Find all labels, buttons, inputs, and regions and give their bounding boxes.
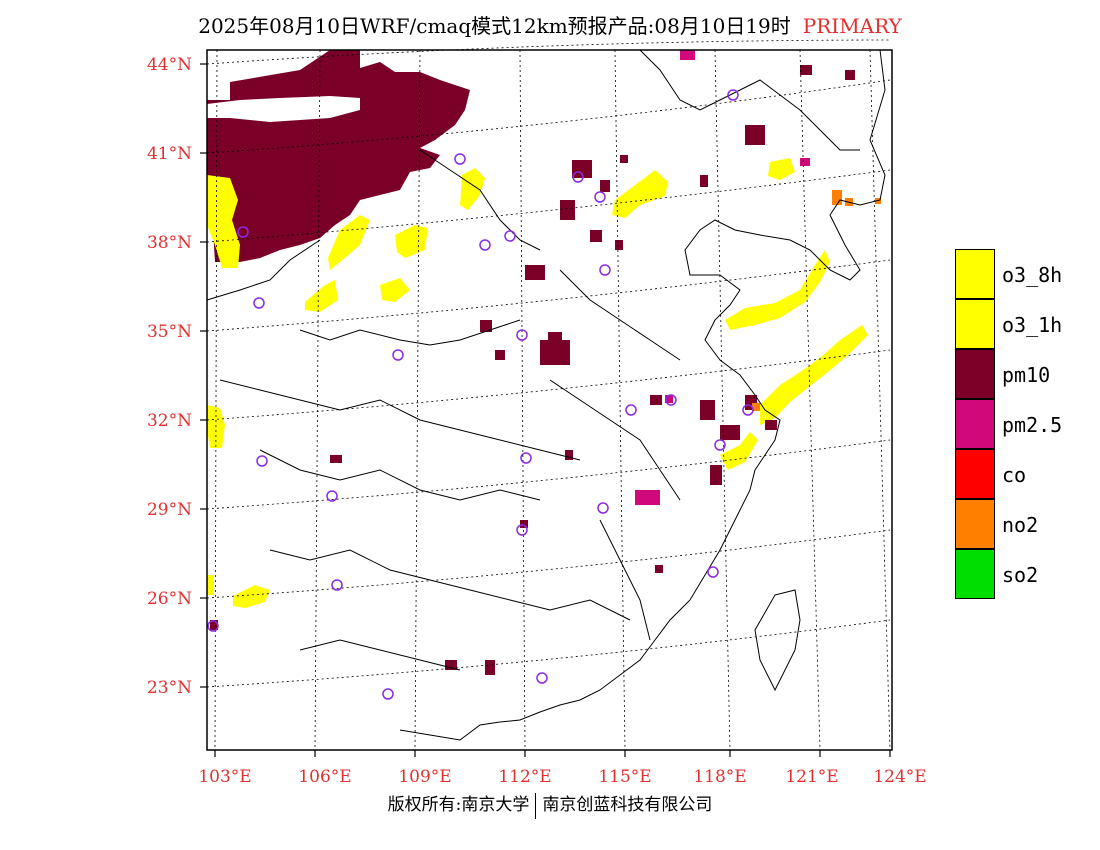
o3-patch-central-north	[328, 215, 370, 270]
lon-124	[869, 49, 891, 751]
legend-label: o3_8h	[1002, 263, 1063, 287]
legend-label: pm10	[1002, 363, 1051, 387]
latitude-labels: 44°N 41°N 38°N 35°N 32°N 29°N 26°N 23°N	[147, 55, 192, 698]
lat-23	[206, 619, 891, 688]
lon-118	[714, 49, 731, 751]
legend-label: o3_1h	[1002, 313, 1063, 337]
lat-label: 23°N	[147, 678, 192, 698]
o3-patch-central-north3	[305, 280, 338, 312]
graticule	[206, 39, 891, 751]
lat-label: 26°N	[147, 589, 192, 609]
o3-patch-sw	[233, 585, 270, 608]
legend-item-o3-8h: o3_8h	[955, 249, 1100, 299]
footer-separator	[535, 792, 537, 819]
legend-swatch	[955, 499, 995, 549]
map-frame	[206, 49, 893, 751]
lon-label: 103°E	[198, 767, 251, 787]
legend-swatch	[955, 449, 995, 499]
legend-item-so2: so2	[955, 549, 1100, 599]
o3-patch-central-north2	[395, 225, 428, 258]
title-text: 2025年08月10日WRF/cmaq模式12km预报产品:08月10日19时	[198, 14, 791, 38]
legend-label: pm2.5	[1002, 413, 1063, 437]
white-band	[207, 96, 360, 122]
o3-patch-liaoning	[768, 158, 795, 180]
o3-patch-sw2	[207, 575, 214, 595]
o3-patch-shandong-sea	[725, 250, 830, 330]
legend-swatch	[955, 349, 995, 399]
lon-label: 124°E	[873, 767, 926, 787]
lat-label: 29°N	[147, 500, 192, 520]
lon-121	[799, 49, 821, 751]
legend-swatch	[955, 299, 995, 349]
pollution-layer	[207, 50, 881, 675]
legend-label: no2	[1002, 513, 1039, 537]
legend-item-no2: no2	[955, 499, 1100, 549]
lat-35	[206, 259, 891, 332]
lat-26	[206, 529, 891, 599]
legend-item-o3-1h: o3_1h	[955, 299, 1100, 349]
lat-44	[206, 39, 891, 65]
pm10-region-northwest	[207, 50, 470, 262]
o3-patch-central-north4	[380, 278, 410, 302]
legend-swatch	[955, 249, 995, 299]
o3-patch-zhejiang	[720, 432, 758, 470]
legend-item-co: co	[955, 449, 1100, 499]
lat-29	[206, 439, 891, 510]
lon-label: 106°E	[298, 767, 351, 787]
o3-patch-west	[207, 175, 240, 268]
lon-115	[614, 49, 626, 751]
legend-item-pm10: pm10	[955, 349, 1100, 399]
legend-label: co	[1002, 463, 1027, 487]
lon-label: 115°E	[598, 767, 651, 787]
legend-swatch	[955, 549, 995, 599]
pollutant-legend: o3_8h o3_1h pm10 pm2.5 co no2 so2	[955, 249, 1100, 599]
coastline	[399, 49, 886, 741]
lon-112	[519, 49, 526, 751]
copyright-footer: 版权所有:南京大学 南京创蓝科技有限公司	[0, 790, 1100, 819]
boundary-lines	[206, 49, 886, 741]
longitude-labels: 103°E 106°E 109°E 112°E 115°E 118°E 121°…	[198, 767, 926, 787]
o3-patch-beijing	[612, 170, 668, 218]
lon-label: 118°E	[693, 767, 746, 787]
pm10-scatter	[210, 65, 855, 675]
legend-swatch	[955, 399, 995, 449]
lon-109	[414, 49, 421, 751]
copyright-left: 版权所有:南京大学	[387, 795, 530, 815]
lon-label: 109°E	[398, 767, 451, 787]
tick-marks	[200, 63, 891, 757]
copyright-right: 南京创蓝科技有限公司	[542, 795, 713, 815]
map-title: 2025年08月10日WRF/cmaq模式12km预报产品:08月10日19时 P…	[0, 10, 1100, 39]
legend-item-pm25: pm2.5	[955, 399, 1100, 449]
lat-label: 41°N	[147, 144, 192, 164]
lat-label: 44°N	[147, 55, 192, 75]
pm25-scatter	[635, 50, 810, 505]
lat-label: 35°N	[147, 322, 192, 342]
lat-label: 32°N	[147, 411, 192, 431]
lat-label: 38°N	[147, 233, 192, 253]
legend-label: so2	[1002, 563, 1039, 587]
lon-label: 121°E	[785, 767, 838, 787]
northeast-boundary	[639, 49, 860, 151]
primary-label: PRIMARY	[802, 14, 902, 38]
o3-patch-east-sea	[760, 325, 868, 425]
lon-label: 112°E	[498, 767, 551, 787]
taiwan	[754, 589, 801, 692]
o3-patch-hebei	[460, 168, 485, 210]
lon-106	[314, 49, 321, 751]
lon-103	[214, 49, 218, 751]
station-markers	[207, 89, 754, 700]
province-boundaries	[206, 149, 681, 671]
